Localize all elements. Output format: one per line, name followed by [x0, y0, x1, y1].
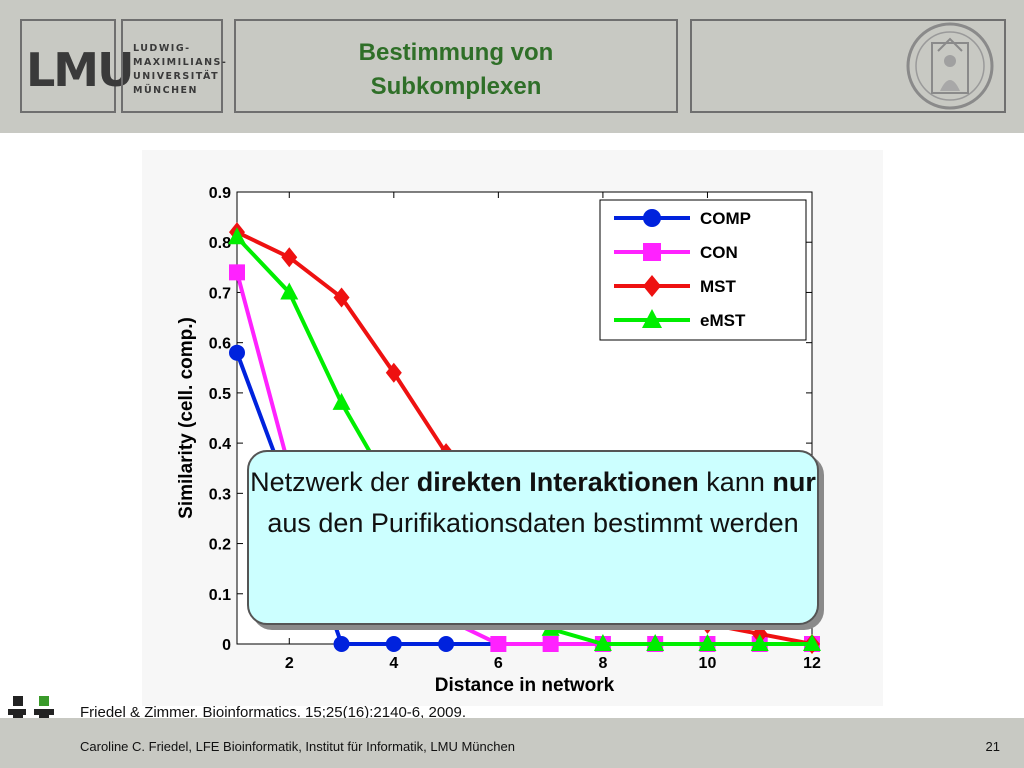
data-point — [593, 634, 612, 651]
page-number: 21 — [985, 739, 1000, 754]
data-point — [229, 264, 245, 281]
callout-emphasis: nur — [772, 467, 816, 497]
x-tick-label: 12 — [803, 655, 821, 672]
callout-fragment: kann — [698, 467, 773, 497]
x-tick-label: 6 — [494, 655, 503, 672]
y-tick-label: 0.9 — [209, 185, 231, 202]
data-point — [541, 618, 560, 636]
university-name-box: LUDWIG- MAXIMILIANS- UNIVERSITÄT MÜNCHEN — [121, 19, 226, 113]
y-tick-label: 0.4 — [209, 436, 231, 453]
x-tick-label: 4 — [389, 655, 398, 672]
y-tick-label: 0.7 — [209, 285, 231, 302]
data-point — [642, 309, 662, 328]
callout-emphasis: Interaktionen — [529, 467, 699, 497]
data-point — [643, 209, 661, 227]
data-point — [333, 636, 350, 652]
y-tick-label: 0.1 — [209, 587, 231, 604]
y-tick-label: 0.3 — [209, 486, 231, 503]
data-point — [643, 243, 661, 261]
data-point — [438, 636, 455, 652]
data-point — [281, 247, 298, 268]
data-point — [750, 634, 769, 651]
x-tick-label: 10 — [699, 655, 717, 672]
lmu-logo-box: LMU — [20, 19, 134, 113]
slide-title-box: Bestimmung von Subkomplexen — [234, 19, 678, 113]
y-tick-label: 0.2 — [209, 537, 231, 554]
callout-fragment: aus den Purifikationsdaten bestimmt werd… — [267, 508, 799, 538]
callout-box: Netzwerk der direkten Interaktionen kann… — [247, 450, 819, 625]
legend-label: eMST — [700, 311, 746, 330]
footer-bar — [0, 718, 1024, 768]
data-point — [332, 392, 351, 410]
university-name-line: LUDWIG- — [133, 43, 191, 54]
y-axis-label: Similarity (cell. comp.) — [176, 317, 197, 519]
data-point — [803, 634, 821, 651]
data-point — [228, 227, 246, 245]
data-point — [490, 636, 507, 652]
lmu-logo: LMU — [26, 43, 134, 97]
data-point — [542, 636, 559, 652]
x-axis-label: Distance in network — [435, 675, 615, 696]
data-point — [698, 634, 717, 651]
slide-header: LMU LUDWIG- MAXIMILIANS- UNIVERSITÄT MÜN… — [0, 0, 1024, 133]
data-point — [385, 362, 402, 383]
legend-label: CON — [700, 243, 738, 262]
seal-box — [690, 19, 1006, 113]
legend-box — [599, 199, 807, 341]
data-point — [280, 282, 299, 300]
legend-label: MST — [700, 277, 737, 296]
footer-text: Caroline C. Friedel, LFE Bioinformatik, … — [80, 739, 515, 754]
slide-title-line-2: Subkomplexen — [370, 73, 542, 100]
data-point — [751, 623, 768, 644]
university-name-line: UNIVERSITÄT — [133, 71, 220, 82]
y-tick-label: 0 — [222, 637, 231, 654]
university-name-line: MÜNCHEN — [133, 85, 198, 96]
data-point — [646, 634, 665, 651]
x-tick-label: 8 — [598, 655, 607, 672]
data-point — [229, 344, 245, 361]
y-tick-label: 0.8 — [209, 235, 231, 252]
y-tick-label: 0.6 — [209, 336, 231, 353]
callout-text: Netzwerk der direkten Interaktionen kann… — [250, 467, 816, 538]
callout-emphasis: direkten — [416, 467, 522, 497]
data-point — [333, 287, 350, 308]
legend-label: COMP — [700, 209, 751, 228]
data-point — [643, 275, 661, 297]
university-seal-icon — [906, 22, 994, 110]
slide-title-line-1: Bestimmung von — [358, 39, 554, 66]
y-tick-label: 0.5 — [209, 386, 231, 403]
callout-fragment: Netzwerk der — [250, 467, 417, 497]
x-tick-label: 2 — [285, 655, 294, 672]
citation: Friedel & Zimmer. Bioinformatics. 15;25(… — [80, 704, 467, 721]
university-name-line: MAXIMILIANS- — [133, 57, 228, 68]
data-point — [385, 636, 402, 652]
